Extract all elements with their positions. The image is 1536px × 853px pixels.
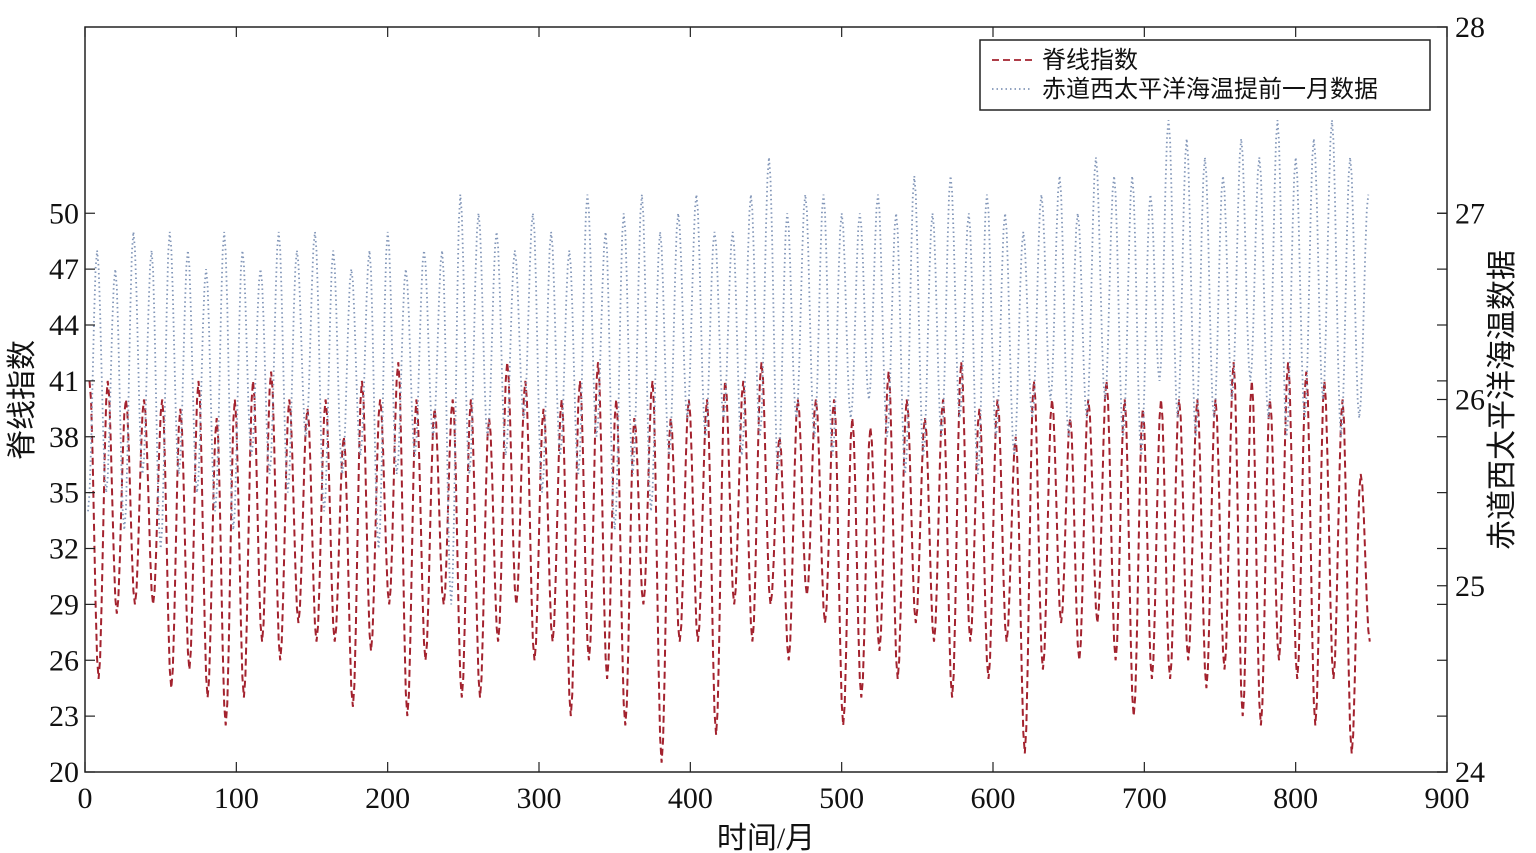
legend-label-ridge-index: 脊线指数 <box>1042 47 1138 74</box>
left-y-tick-label: 35 <box>49 477 79 510</box>
left-y-tick-label: 32 <box>49 533 79 566</box>
left-y-tick-label: 38 <box>49 421 79 454</box>
x-tick-label: 100 <box>214 782 259 815</box>
right-y-tick-label: 27 <box>1455 197 1485 230</box>
x-tick-label: 700 <box>1122 782 1167 815</box>
x-tick-label: 0 <box>78 782 93 815</box>
series-line-ridge-index <box>88 362 1371 763</box>
left-y-tick-label: 23 <box>49 700 79 733</box>
axes-ticks: 0 100 200 300 400 500 600 700 800 900 20 23 26 29 32 35… <box>49 11 1485 815</box>
x-tick-label: 200 <box>365 782 410 815</box>
legend-label-sst: 赤道西太平洋海温提前一月数据 <box>1042 76 1378 103</box>
right-y-tick-label: 25 <box>1455 570 1485 603</box>
left-y-tick-label: 29 <box>49 588 79 621</box>
left-y-tick-label: 26 <box>49 644 79 677</box>
left-y-tick-label: 50 <box>49 197 79 230</box>
legend-box <box>979 39 1431 111</box>
left-y-tick-label: 41 <box>49 365 79 398</box>
x-tick-label: 900 <box>1425 782 1470 815</box>
left-y-tick-label: 20 <box>49 756 79 789</box>
right-y-tick-label: 28 <box>1455 11 1485 44</box>
legend: 脊线指数 赤道西太平洋海温提前一月数据 <box>979 39 1431 111</box>
x-tick-label: 600 <box>971 782 1016 815</box>
x-tick-label: 500 <box>819 782 864 815</box>
left-y-tick-label: 44 <box>49 309 79 342</box>
left-y-tick-label: 47 <box>49 253 79 286</box>
right-y-axis-label: 赤道西太平洋海温数据 <box>1486 250 1519 550</box>
right-y-tick-label: 26 <box>1455 384 1485 417</box>
left-y-axis-label: 脊线指数 <box>6 340 39 460</box>
series-lines <box>87 120 1371 763</box>
x-tick-label: 300 <box>517 782 562 815</box>
x-tick-label: 800 <box>1273 782 1318 815</box>
x-axis-label: 时间/月 <box>717 822 815 853</box>
right-y-tick-label: 24 <box>1455 756 1485 789</box>
x-tick-label: 400 <box>668 782 713 815</box>
series-line-sst <box>87 120 1370 605</box>
